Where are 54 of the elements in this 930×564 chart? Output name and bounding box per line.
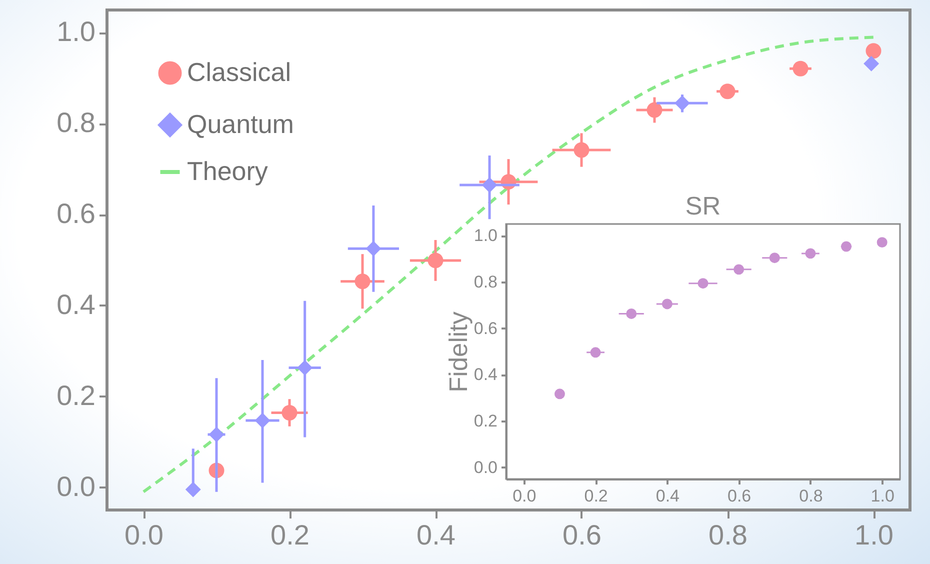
point [662, 298, 672, 310]
chart-title: SR [685, 192, 721, 220]
point [185, 482, 201, 498]
x-tick-label: 0.0 [124, 520, 164, 550]
point [366, 240, 382, 256]
y-tick-label: 1.0 [56, 16, 96, 48]
point [254, 412, 270, 428]
legend-label: Quantum [187, 109, 294, 139]
x-tick-label: 0.4 [416, 520, 456, 550]
point [841, 241, 852, 252]
y-tick-label: 0.0 [474, 458, 498, 477]
y-tick-label: 0.6 [56, 198, 96, 230]
point [734, 264, 744, 275]
point [554, 388, 565, 400]
point [674, 95, 690, 111]
point [354, 274, 370, 290]
x-tick-label: 1.0 [870, 486, 894, 506]
y-tick-label: 0.6 [474, 318, 498, 338]
point [876, 237, 888, 248]
point [282, 404, 298, 420]
x-tick-label: 0.0 [512, 486, 536, 506]
y-tick-label: 0.2 [474, 412, 498, 431]
x-tick-label: 0.8 [799, 486, 823, 506]
point [482, 177, 498, 193]
point [208, 426, 224, 442]
point [792, 60, 808, 76]
point [698, 278, 708, 289]
legend-label: Classical [187, 57, 292, 87]
y-tick-label: 1.0 [474, 226, 498, 246]
point [646, 102, 662, 118]
x-tick-label: 0.4 [656, 486, 680, 506]
point [864, 56, 880, 72]
y-tick-label: 0.4 [56, 288, 96, 320]
y-axis-title: Fidelity [444, 311, 473, 392]
point [590, 347, 601, 358]
point [626, 308, 637, 319]
x-tick-label: 1.0 [854, 520, 894, 550]
y-tick-label: 0.2 [56, 380, 96, 411]
x-tick-label: 0.2 [270, 520, 310, 550]
point [428, 252, 444, 268]
x-tick-label: 0.6 [728, 486, 752, 506]
y-tick-label: 0.4 [474, 365, 498, 384]
point [297, 360, 313, 376]
point [720, 84, 736, 100]
point [574, 142, 590, 158]
legend-label: Theory [187, 156, 268, 186]
x-tick-label: 0.2 [584, 486, 608, 506]
point [805, 248, 816, 259]
x-tick-label: 0.6 [562, 520, 602, 550]
y-tick-label: 0.8 [56, 107, 96, 138]
x-tick-label: 0.8 [708, 520, 748, 550]
point [769, 252, 780, 264]
y-tick-label: 0.8 [474, 272, 498, 292]
point [866, 43, 882, 59]
